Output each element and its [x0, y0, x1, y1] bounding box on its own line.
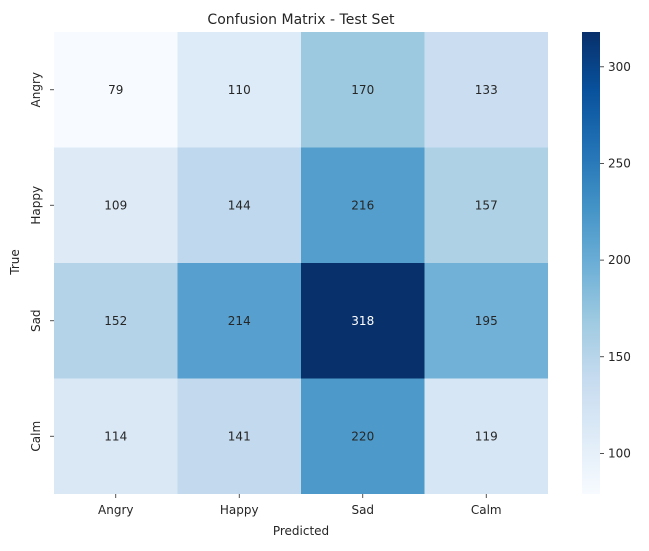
x-tick-label: Sad: [351, 503, 374, 517]
x-tick-label: Calm: [471, 503, 502, 517]
y-axis-title: True: [8, 249, 22, 276]
colorbar: [582, 32, 600, 494]
heatmap-cell: [54, 263, 178, 379]
cell-value-label: 79: [108, 83, 123, 97]
y-tick-label: Happy: [29, 186, 43, 225]
x-tick-label: Happy: [220, 503, 259, 517]
colorbar-tick-label: 200: [608, 253, 631, 267]
cell-value-label: 144: [228, 198, 251, 212]
colorbar-tick-label: 250: [608, 156, 631, 170]
heatmap-cell: [177, 378, 301, 494]
cell-value-label: 114: [104, 429, 127, 443]
heatmap-cell: [177, 147, 301, 263]
colorbar-ticks: 100 150 200 250 300: [600, 60, 631, 460]
cell-value-label: 110: [228, 83, 251, 97]
cell-value-label: 195: [475, 314, 498, 328]
heatmap-cell: [301, 147, 425, 263]
x-axis-title: Predicted: [273, 524, 329, 538]
colorbar-tick-label: 100: [608, 446, 631, 460]
x-tick-label: Angry: [98, 503, 133, 517]
y-tick-label: Sad: [29, 309, 43, 332]
colorbar-tick-label: 300: [608, 60, 631, 74]
heatmap-cell: [54, 378, 178, 494]
heatmap-cell: [54, 32, 178, 148]
cell-value-label: 318: [351, 314, 374, 328]
heatmap-cell: [424, 378, 548, 494]
y-tick-label: Angry: [29, 72, 43, 107]
cell-value-label: 220: [351, 429, 374, 443]
cell-value-label: 170: [351, 83, 374, 97]
heatmap-cell: [177, 32, 301, 148]
heatmap-cell: [424, 147, 548, 263]
cell-value-label: 152: [104, 314, 127, 328]
cell-value-label: 141: [228, 429, 251, 443]
x-axis-ticks: Angry Happy Sad Calm: [98, 494, 502, 517]
cell-value-label: 216: [351, 198, 374, 212]
heatmap-cell: [301, 378, 425, 494]
cell-value-label: 214: [228, 314, 251, 328]
heatmap-cell: [54, 147, 178, 263]
chart-title: Confusion Matrix - Test Set: [207, 12, 395, 28]
cell-value-label: 157: [475, 198, 498, 212]
cell-value-label: 109: [104, 198, 127, 212]
heatmap-cell: [301, 263, 425, 379]
heatmap-cells: 79 110 170 133 109 144 216 157 152 214 318 195 114 14…: [54, 32, 548, 494]
heatmap-cell: [424, 263, 548, 379]
y-axis-ticks: Angry Happy Sad Calm: [29, 72, 54, 452]
heatmap-cell: [177, 263, 301, 379]
colorbar-tick-label: 150: [608, 350, 631, 364]
heatmap-cell: [301, 32, 425, 148]
cell-value-label: 133: [475, 83, 498, 97]
cell-value-label: 119: [475, 429, 498, 443]
heatmap-cell: [424, 32, 548, 148]
y-tick-label: Calm: [29, 421, 43, 452]
